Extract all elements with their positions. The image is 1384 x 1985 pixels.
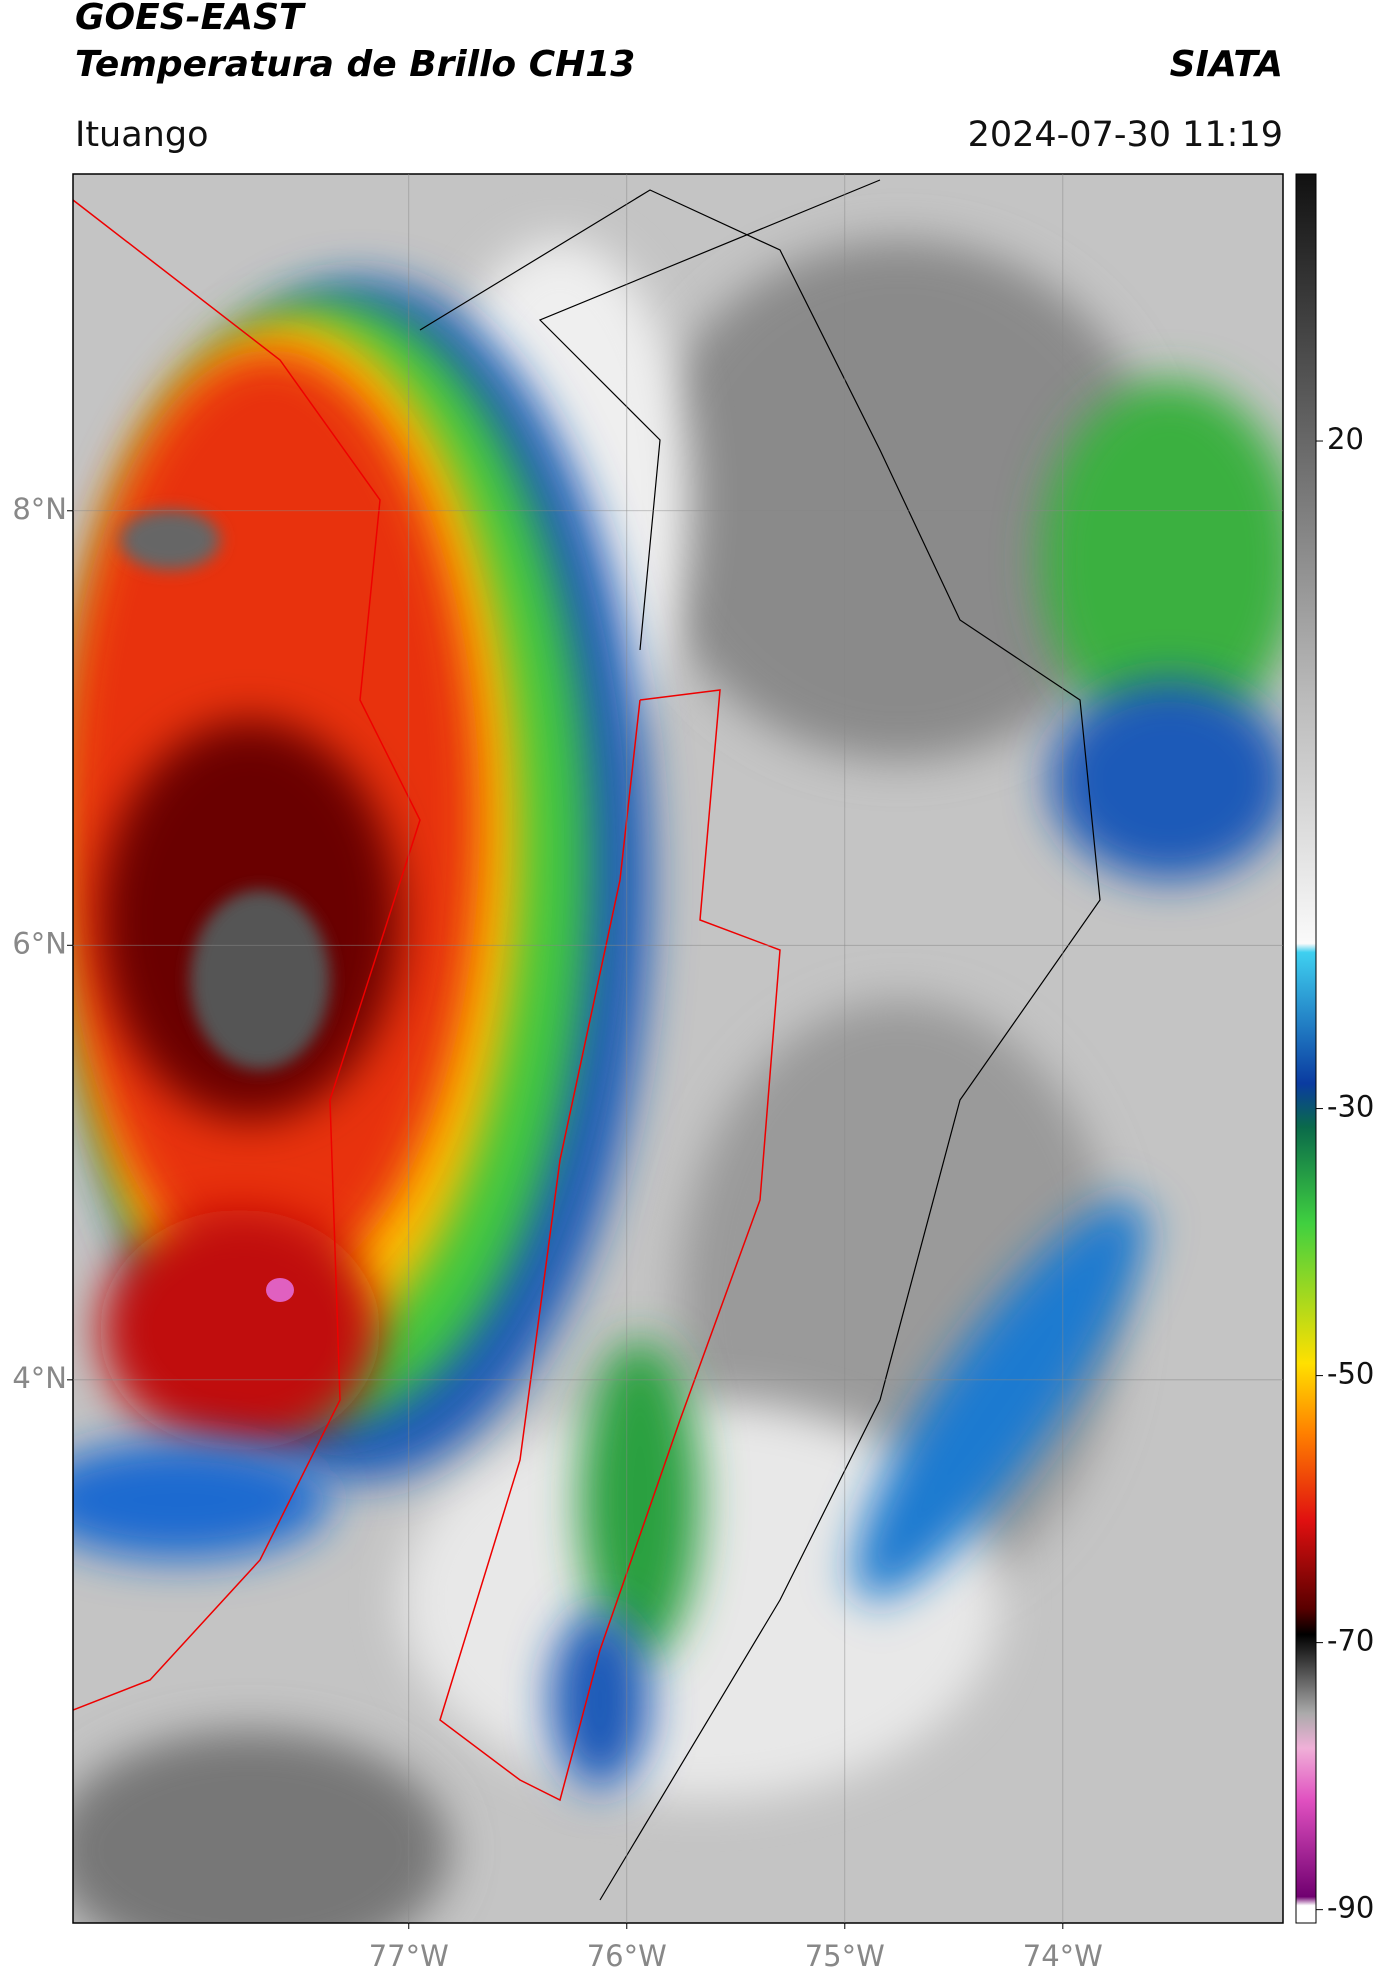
y-tick-label: 4°N bbox=[12, 1361, 67, 1395]
colorbar-label: 20 bbox=[1327, 422, 1364, 456]
satellite-image bbox=[73, 174, 1283, 1923]
x-tick-label: 74°W bbox=[1023, 1939, 1103, 1973]
colorbar bbox=[1295, 173, 1317, 1924]
colorbar-label: -70 bbox=[1327, 1624, 1374, 1658]
x-tick-label: 75°W bbox=[805, 1939, 885, 1973]
x-tick-label: 77°W bbox=[369, 1939, 449, 1973]
y-tick-label: 8°N bbox=[12, 492, 67, 526]
subtitle: Temperatura de Brillo CH13 bbox=[75, 44, 635, 85]
datetime: 2024-07-30 11:19 bbox=[968, 115, 1283, 155]
location: Ituango bbox=[75, 115, 209, 155]
colorbar-label: -90 bbox=[1327, 1891, 1374, 1925]
y-tick-label: 6°N bbox=[12, 926, 67, 960]
colorbar-label: -30 bbox=[1327, 1090, 1374, 1124]
map-frame bbox=[72, 173, 1284, 1924]
title: GOES-EAST bbox=[75, 0, 306, 38]
brand: SIATA bbox=[1170, 44, 1283, 85]
x-tick-label: 76°W bbox=[587, 1939, 667, 1973]
colorbar-label: -50 bbox=[1327, 1357, 1374, 1391]
